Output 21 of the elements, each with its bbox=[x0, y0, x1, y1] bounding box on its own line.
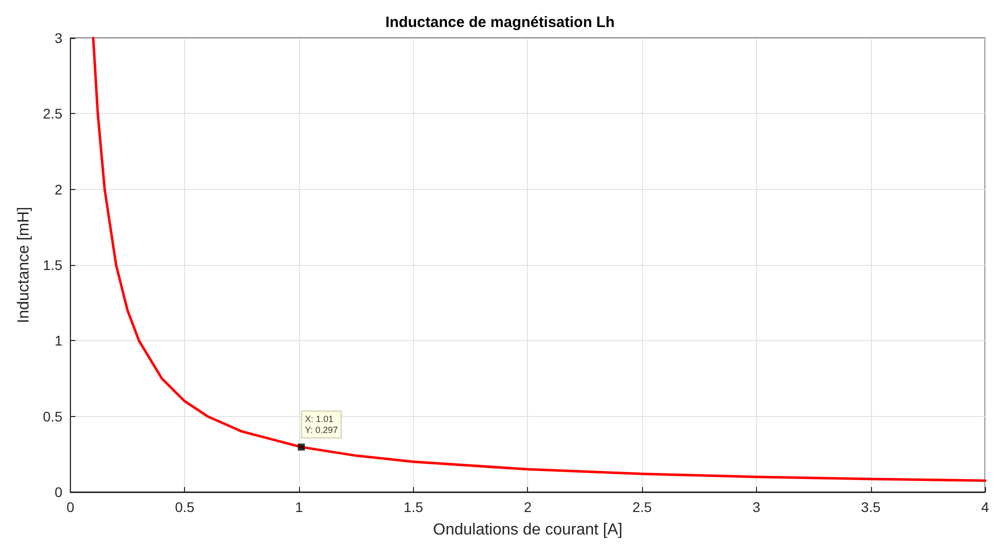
x-tick-label: 2 bbox=[524, 499, 532, 515]
y-tick-label: 3 bbox=[54, 30, 63, 46]
x-tick-label: 3 bbox=[752, 499, 761, 515]
chart-title: Inductance de magnétisation Lh bbox=[385, 14, 615, 31]
y-tick-label: 2 bbox=[54, 181, 63, 198]
x-tick-label: 1.5 bbox=[404, 499, 424, 515]
x-tick-label: 1 bbox=[295, 499, 304, 515]
y-tick-label: 0.5 bbox=[42, 408, 63, 424]
x-tick-label: 2.5 bbox=[632, 499, 652, 515]
annotation: X: 1.01 Y: 0.297 bbox=[304, 414, 338, 436]
line-series bbox=[92, 36, 986, 482]
y-axis-title: Inductance [mH] bbox=[16, 206, 32, 324]
x-tick-label: 0.5 bbox=[174, 499, 195, 515]
y-tick-label: 2.5 bbox=[42, 106, 63, 122]
x-tick-label: 0 bbox=[66, 499, 74, 515]
x-tick-label: 4 bbox=[981, 499, 990, 515]
y-tick-label: 1 bbox=[54, 332, 63, 349]
x-tick-label: 3.5 bbox=[861, 499, 881, 515]
x-axis-title: Ondulations de courant [A] bbox=[433, 522, 622, 538]
y-tick-label: 0 bbox=[54, 484, 63, 500]
y-tick-label: 1.5 bbox=[42, 257, 63, 273]
